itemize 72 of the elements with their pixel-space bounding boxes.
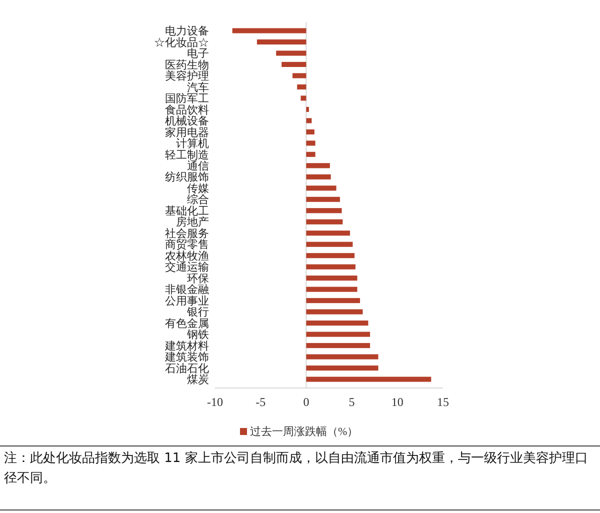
bar <box>306 332 370 337</box>
bar <box>306 118 312 124</box>
y-tick-label: 汽车 <box>187 80 209 94</box>
y-tick-label: 环保 <box>187 272 209 285</box>
bar <box>306 264 356 270</box>
bar <box>306 129 314 134</box>
bar <box>306 208 342 214</box>
y-tick-label: 电力设备 <box>165 24 209 38</box>
y-tick-label: 美容护理 <box>165 70 209 83</box>
bar <box>306 253 355 258</box>
bar <box>306 309 363 314</box>
bar <box>306 354 378 360</box>
bar <box>306 106 309 112</box>
x-tick-label: -10 <box>207 395 223 409</box>
bar <box>306 286 358 292</box>
y-tick-label: 银行 <box>186 306 209 319</box>
x-tick-label: -5 <box>256 395 266 409</box>
bar <box>300 96 306 101</box>
y-tick-label: 煤炭 <box>187 373 209 386</box>
y-tick-label: 建筑材料 <box>164 339 209 352</box>
y-tick-label: 机械设备 <box>165 114 209 128</box>
y-tick-label: 轻工制造 <box>165 148 209 162</box>
bar <box>306 343 370 348</box>
y-tick-label: 石油石化 <box>165 362 209 375</box>
bar <box>306 242 353 247</box>
y-tick-label: 建筑装饰 <box>164 350 209 364</box>
y-tick-label: 钢铁 <box>186 329 209 342</box>
y-tick-label: 食品饮料 <box>165 103 209 116</box>
legend-label: 过去一周涨跌幅（%） <box>250 425 358 438</box>
bar <box>306 320 368 326</box>
bar <box>306 366 378 371</box>
bar <box>282 62 306 67</box>
bar <box>256 39 306 44</box>
y-tick-label: 房地产 <box>176 216 209 229</box>
bar <box>306 276 358 281</box>
bar <box>306 196 340 202</box>
y-tick-label: 综合 <box>187 193 209 206</box>
y-tick-label: 农林牧渔 <box>165 249 209 262</box>
x-tick-label: 15 <box>437 395 449 409</box>
y-tick-label: 国防军工 <box>165 92 209 106</box>
y-tick-label: 家用电器 <box>165 126 209 139</box>
bar <box>292 73 306 78</box>
y-tick-label: 交通运输 <box>165 260 209 274</box>
bar <box>306 376 432 382</box>
bar <box>306 230 350 236</box>
y-tick-label: 传媒 <box>187 182 209 195</box>
y-tick-label: 社会服务 <box>165 226 209 240</box>
bar <box>306 186 336 191</box>
bar <box>276 50 306 56</box>
y-tick-label: 医药生物 <box>165 58 209 72</box>
text: 注：此处化妆品指数为选取 11 家上市公司自制而成，以自由流通市值为权重，与一级行业美容护理口径不同。 <box>4 450 589 488</box>
x-tick-label: 0 <box>303 395 310 409</box>
bar <box>306 298 360 304</box>
bar <box>306 219 343 224</box>
bar <box>297 84 306 90</box>
y-tick-label: 基础化工 <box>165 204 209 218</box>
x-tick-label: 10 <box>391 395 404 409</box>
bar <box>306 140 316 146</box>
y-tick-label: 公用事业 <box>165 294 209 308</box>
bar <box>306 174 331 180</box>
x-tick-label: 5 <box>348 395 355 409</box>
y-tick-label: 非银金融 <box>165 283 209 296</box>
y-tick-label: 纺织服饰 <box>165 170 209 184</box>
bar <box>306 152 316 157</box>
y-tick-label: 有色金属 <box>165 318 209 330</box>
y-tick-label: ☆化妆品☆ <box>154 36 209 49</box>
bar <box>232 28 306 34</box>
y-tick-label: 通信 <box>187 159 209 172</box>
bar <box>306 163 330 168</box>
y-tick-label: 电子 <box>187 47 209 60</box>
y-tick-label: 商贸零售 <box>165 238 209 252</box>
y-tick-label: 计算机 <box>176 137 209 150</box>
